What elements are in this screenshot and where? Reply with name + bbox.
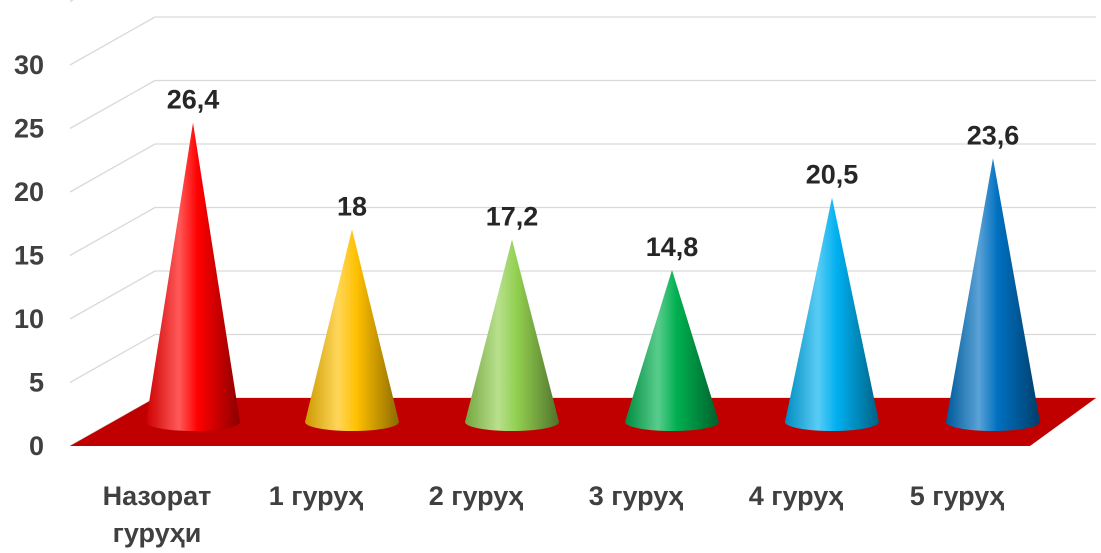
- y-tick-label: 15: [14, 241, 44, 271]
- gridline-depth: [69, 0, 74, 3]
- gridline-depth: [69, 79, 156, 130]
- x-axis: Назорат гуруҳи 1 гуруҳ 2 гуруҳ 3 гуруҳ 4 гуру…: [103, 481, 1005, 548]
- x-tick-label: 4 гуруҳ: [749, 481, 844, 511]
- grid-layer: [69, 0, 1096, 447]
- x-tick-label: 5 гуруҳ: [910, 481, 1005, 511]
- y-tick-label: 5: [29, 368, 44, 398]
- cone-bar: [625, 270, 719, 431]
- cone-bar: [465, 239, 559, 431]
- data-label: 26,4: [167, 85, 220, 115]
- gridline-depth: [69, 143, 156, 193]
- y-axis: 0 5 10 15 20 25 30: [14, 50, 44, 461]
- y-tick-label: 20: [14, 177, 44, 207]
- cone-bar: [785, 197, 879, 431]
- gridline-depth: [69, 270, 156, 320]
- x-tick-label: 1 гуруҳ: [269, 481, 364, 511]
- data-label: 23,6: [967, 120, 1020, 150]
- gridline-depth: [69, 333, 156, 384]
- y-tick-label: 30: [14, 50, 44, 80]
- x-tick-label: гуруҳи: [113, 518, 202, 548]
- y-tick-label: 25: [14, 114, 44, 144]
- data-label: 14,8: [646, 232, 699, 262]
- x-tick-label: 2 гуруҳ: [429, 481, 524, 511]
- cones: [146, 122, 1040, 431]
- y-tick-label: 10: [14, 304, 44, 334]
- x-tick-label: 3 гуруҳ: [589, 481, 684, 511]
- data-label: 20,5: [806, 160, 859, 190]
- cone-bar: [146, 122, 240, 431]
- data-label: 18: [337, 191, 367, 221]
- y-tick-label: 0: [29, 431, 44, 461]
- gridline-depth: [69, 16, 156, 66]
- gridline-depth: [69, 206, 156, 257]
- data-labels: 26,4 18 17,2 14,8 20,5 23,6: [167, 85, 1020, 262]
- x-tick-label: Назорат: [103, 481, 212, 511]
- data-label: 17,2: [486, 202, 539, 232]
- cone-bar: [305, 229, 399, 431]
- cone-bar: [946, 158, 1040, 431]
